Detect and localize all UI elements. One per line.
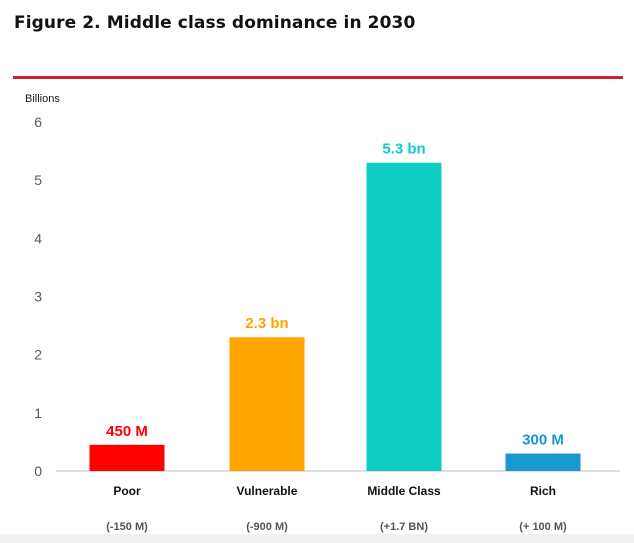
y-axis-label: Billions	[25, 93, 60, 105]
change-label-rich: (+ 100 M)	[519, 521, 567, 533]
data-label-middle-class: 5.3 bn	[382, 141, 425, 158]
category-label-vulnerable: Vulnerable	[237, 484, 298, 498]
bar-poor	[89, 444, 165, 471]
bars	[89, 162, 581, 471]
category-label-rich: Rich	[530, 484, 556, 498]
page-title: Figure 2. Middle class dominance in 2030	[14, 13, 416, 33]
y-tick-label: 3	[34, 289, 42, 305]
category-labels: Poor Vulnerable Middle Class Rich	[113, 484, 556, 498]
change-labels: (-150 M) (-900 M) (+1.7 BN) (+ 100 M)	[106, 521, 567, 533]
data-label-poor: 450 M	[106, 423, 148, 440]
data-label-vulnerable: 2.3 bn	[245, 315, 288, 332]
change-label-vulnerable: (-900 M)	[246, 521, 288, 533]
y-tick-label: 0	[34, 463, 42, 479]
change-label-poor: (-150 M)	[106, 521, 148, 533]
category-label-poor: Poor	[113, 484, 141, 498]
bar-rich	[505, 453, 581, 471]
category-label-middle-class: Middle Class	[367, 484, 441, 498]
bar-middle-class	[366, 162, 442, 471]
y-tick-label: 2	[34, 347, 42, 363]
page-background-strip	[0, 534, 634, 543]
data-label-rich: 300 M	[522, 432, 564, 449]
y-tick-label: 1	[34, 405, 42, 421]
y-tick-label: 5	[34, 172, 42, 188]
bar-vulnerable	[229, 337, 305, 471]
y-axis-ticks: 0 1 2 3 4 5 6	[34, 114, 42, 479]
y-tick-label: 6	[34, 114, 42, 130]
change-label-middle-class: (+1.7 BN)	[380, 521, 428, 533]
y-tick-label: 4	[34, 230, 42, 246]
value-labels: 450 M 2.3 bn 5.3 bn 300 M	[106, 141, 564, 449]
